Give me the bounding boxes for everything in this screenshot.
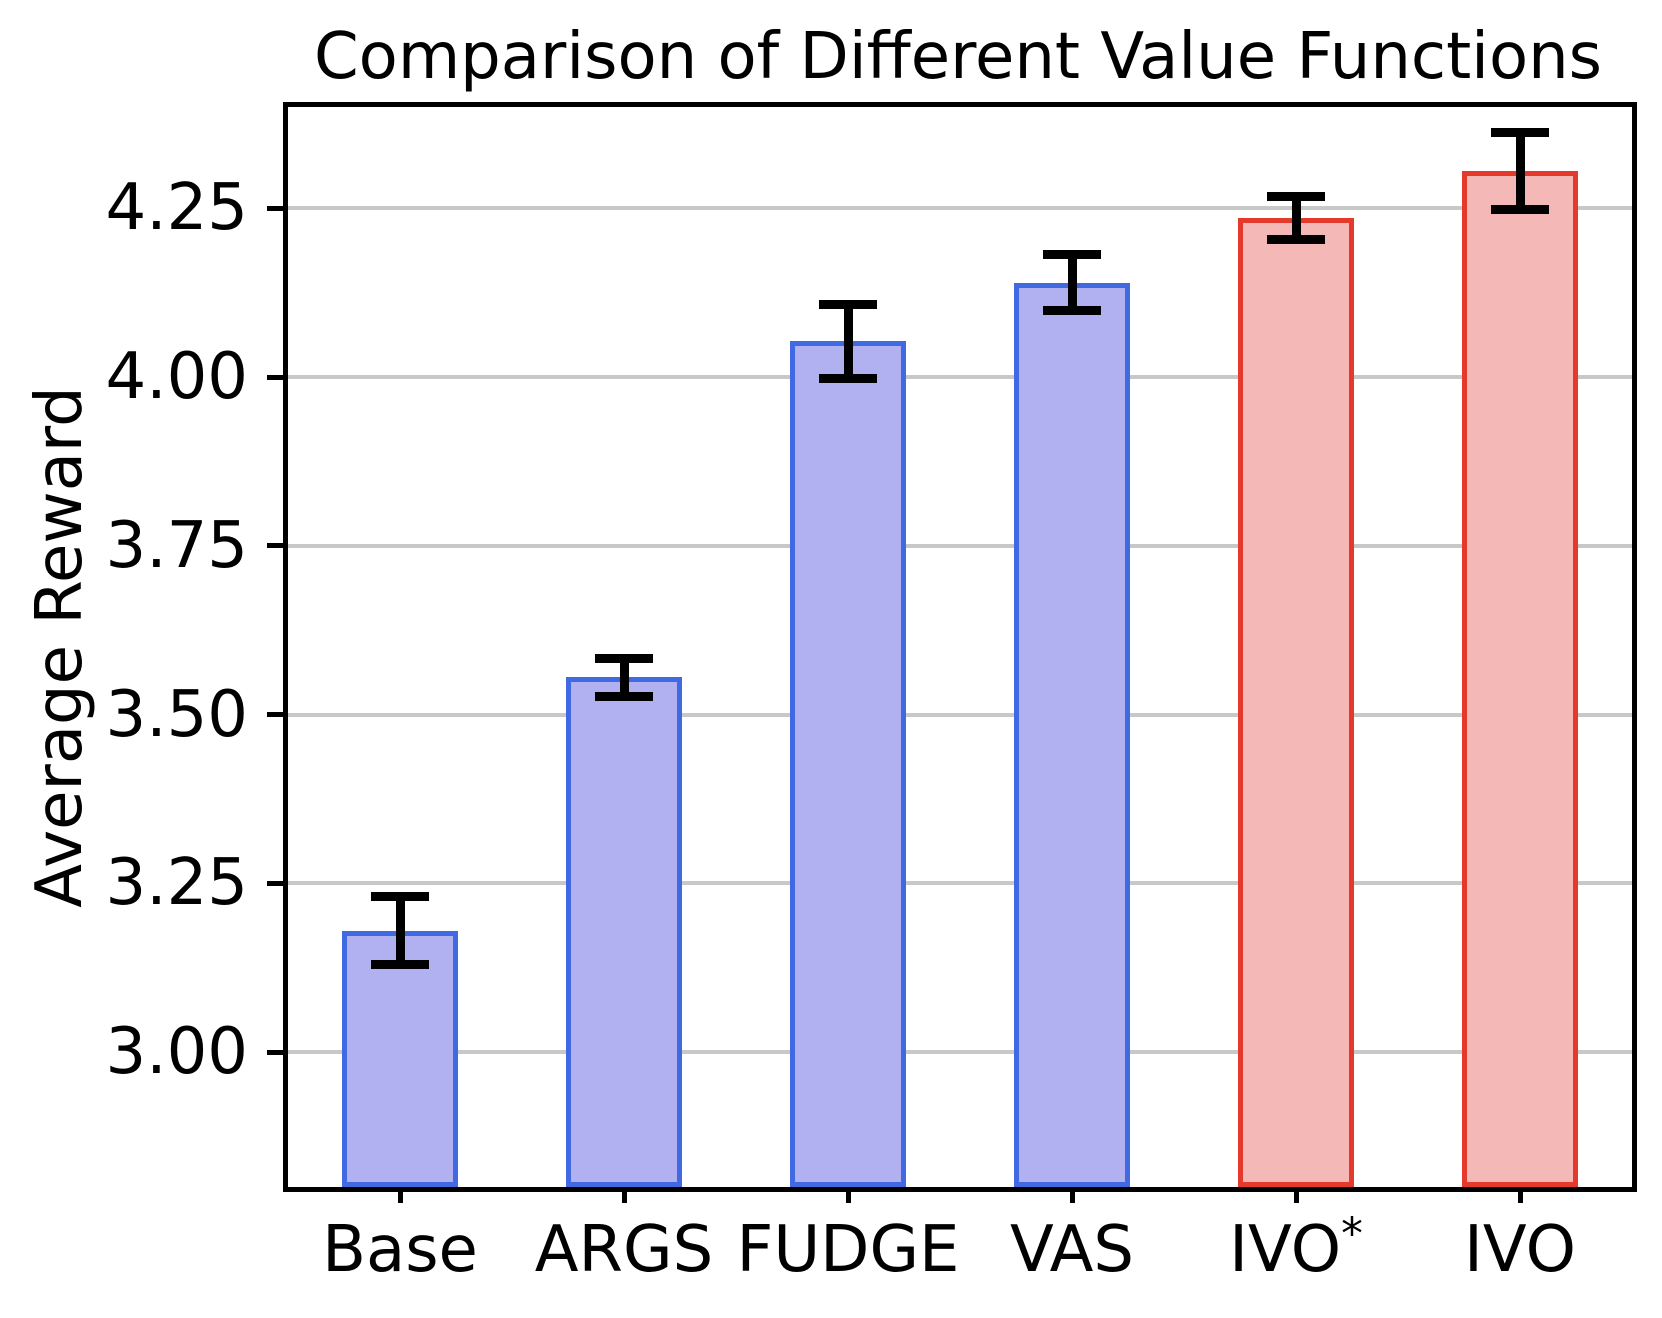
x-tick-label: IVO xyxy=(1464,1213,1576,1287)
x-tick xyxy=(845,1187,851,1203)
error-bar-line xyxy=(619,658,629,697)
y-tick-label: 3.00 xyxy=(105,1015,249,1089)
error-bar-cap xyxy=(371,959,429,969)
x-tick-label: ARGS xyxy=(534,1213,714,1287)
error-bars-layer xyxy=(288,107,1632,1187)
error-bar-cap xyxy=(371,892,429,902)
x-tick xyxy=(1069,1187,1075,1203)
x-tick-label: VAS xyxy=(1009,1213,1135,1287)
y-tick xyxy=(267,374,283,380)
grid-line xyxy=(288,881,1632,886)
error-bar-line xyxy=(1067,254,1077,311)
error-bar-cap xyxy=(1491,128,1549,138)
error-bar-line xyxy=(843,304,853,379)
y-tick-label: 4.25 xyxy=(105,171,249,246)
y-tick xyxy=(267,1049,283,1055)
y-tick-label: 3.75 xyxy=(105,508,249,583)
y-tick-label: 4.00 xyxy=(105,340,249,414)
plot-area xyxy=(283,102,1637,1192)
y-tick xyxy=(267,543,283,549)
grid-layer xyxy=(288,107,1632,1187)
chart-title: Comparison of Different Value Functions xyxy=(313,20,1603,94)
error-bar-cap xyxy=(595,691,653,701)
x-tick xyxy=(397,1187,403,1203)
grid-line xyxy=(288,206,1632,211)
bar-args xyxy=(566,677,682,1187)
y-tick xyxy=(267,712,283,717)
x-tick-label: Base xyxy=(322,1213,478,1287)
grid-line xyxy=(288,1050,1632,1054)
grid-line xyxy=(288,543,1632,548)
error-bar-cap xyxy=(1043,306,1101,316)
x-tick-label: IVO* xyxy=(1229,1209,1363,1287)
y-tick xyxy=(267,880,283,886)
y-tick-label: 3.50 xyxy=(105,677,249,752)
error-bar-cap xyxy=(595,653,653,663)
error-bar-line xyxy=(1291,196,1301,240)
x-tick-label: FUDGE xyxy=(736,1213,960,1287)
error-bar-cap xyxy=(819,373,877,383)
x-tick xyxy=(1517,1187,1523,1203)
error-bar-line xyxy=(395,896,405,965)
error-bar-line xyxy=(1515,132,1525,210)
bars-layer xyxy=(288,107,1632,1187)
x-tick xyxy=(621,1187,627,1203)
error-bar-cap xyxy=(1267,235,1325,245)
error-bar-cap xyxy=(1491,205,1549,215)
plot-inner xyxy=(288,107,1632,1187)
y-tick xyxy=(267,205,283,211)
error-bar-cap xyxy=(1043,249,1101,259)
error-bar-cap xyxy=(819,299,877,309)
x-tick xyxy=(1293,1187,1299,1203)
grid-line xyxy=(288,712,1632,717)
bar-ivo-star xyxy=(1238,218,1354,1187)
y-tick-label: 3.25 xyxy=(105,846,249,921)
bar-ivo xyxy=(1462,171,1578,1187)
error-bar-cap xyxy=(1267,192,1325,202)
grid-line xyxy=(288,375,1632,379)
superscript-star: * xyxy=(1341,1209,1363,1260)
